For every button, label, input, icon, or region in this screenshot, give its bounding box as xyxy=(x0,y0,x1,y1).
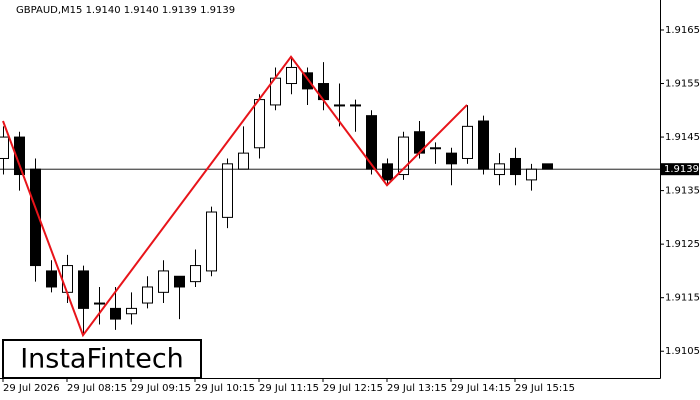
candle-body xyxy=(334,104,345,107)
candle-body xyxy=(222,163,233,218)
candle-body xyxy=(446,152,457,165)
x-tick-label: 29 Jul 10:15 xyxy=(195,383,255,394)
candle-body xyxy=(126,307,137,315)
candle-body xyxy=(286,66,297,85)
candle-body xyxy=(462,125,473,159)
x-tick-label: 29 Jul 15:15 xyxy=(515,383,575,394)
candle-body xyxy=(398,136,409,176)
x-tick-label: 29 Jul 11:15 xyxy=(259,383,319,394)
candle-body xyxy=(46,270,57,288)
last-price-label: 1.9139 xyxy=(664,164,699,175)
x-tick-label: 29 Jul 14:15 xyxy=(451,383,511,394)
candle-body xyxy=(350,104,361,107)
logo-box xyxy=(2,339,202,379)
candle-body xyxy=(158,270,169,293)
candle-body xyxy=(430,147,441,150)
y-tick-label: 1.9155 xyxy=(665,79,700,90)
y-tick-label: 1.9145 xyxy=(665,132,700,143)
candle-body xyxy=(14,136,25,176)
candle-body xyxy=(382,163,393,181)
candle-body xyxy=(510,157,521,176)
candle-body xyxy=(94,302,105,305)
candle-body xyxy=(190,265,201,283)
candle-body xyxy=(254,99,265,149)
candle-body xyxy=(206,211,217,272)
candle-body xyxy=(526,168,537,181)
y-tick-label: 1.9115 xyxy=(665,293,700,304)
x-tick-label: 29 Jul 09:15 xyxy=(131,383,191,394)
y-tick-label: 1.9105 xyxy=(665,346,700,357)
x-tick-label: 29 Jul 2026 xyxy=(3,383,60,394)
candle-body xyxy=(142,286,153,304)
y-tick-label: 1.9165 xyxy=(665,25,700,36)
candle-body xyxy=(0,136,9,159)
logo: InstaFintech xyxy=(20,344,184,375)
candle-body xyxy=(302,72,313,90)
x-tick-label: 29 Jul 08:15 xyxy=(67,383,127,394)
chart-title: GBPAUD,M15 1.9140 1.9140 1.9139 1.9139 xyxy=(16,5,235,16)
last-price-box xyxy=(661,163,699,176)
y-tick-label: 1.9135 xyxy=(665,186,700,197)
candle-body xyxy=(542,163,553,170)
x-tick-label: 29 Jul 13:15 xyxy=(387,383,447,394)
candle-body xyxy=(478,120,489,170)
candle-body xyxy=(110,307,121,320)
candle-body xyxy=(62,265,73,293)
candle-body xyxy=(78,270,89,309)
candle-body xyxy=(238,152,249,170)
candle-body xyxy=(174,275,185,288)
pattern-line xyxy=(2,55,468,338)
y-tick-label: 1.9125 xyxy=(665,239,700,250)
x-tick-label: 29 Jul 12:15 xyxy=(323,383,383,394)
